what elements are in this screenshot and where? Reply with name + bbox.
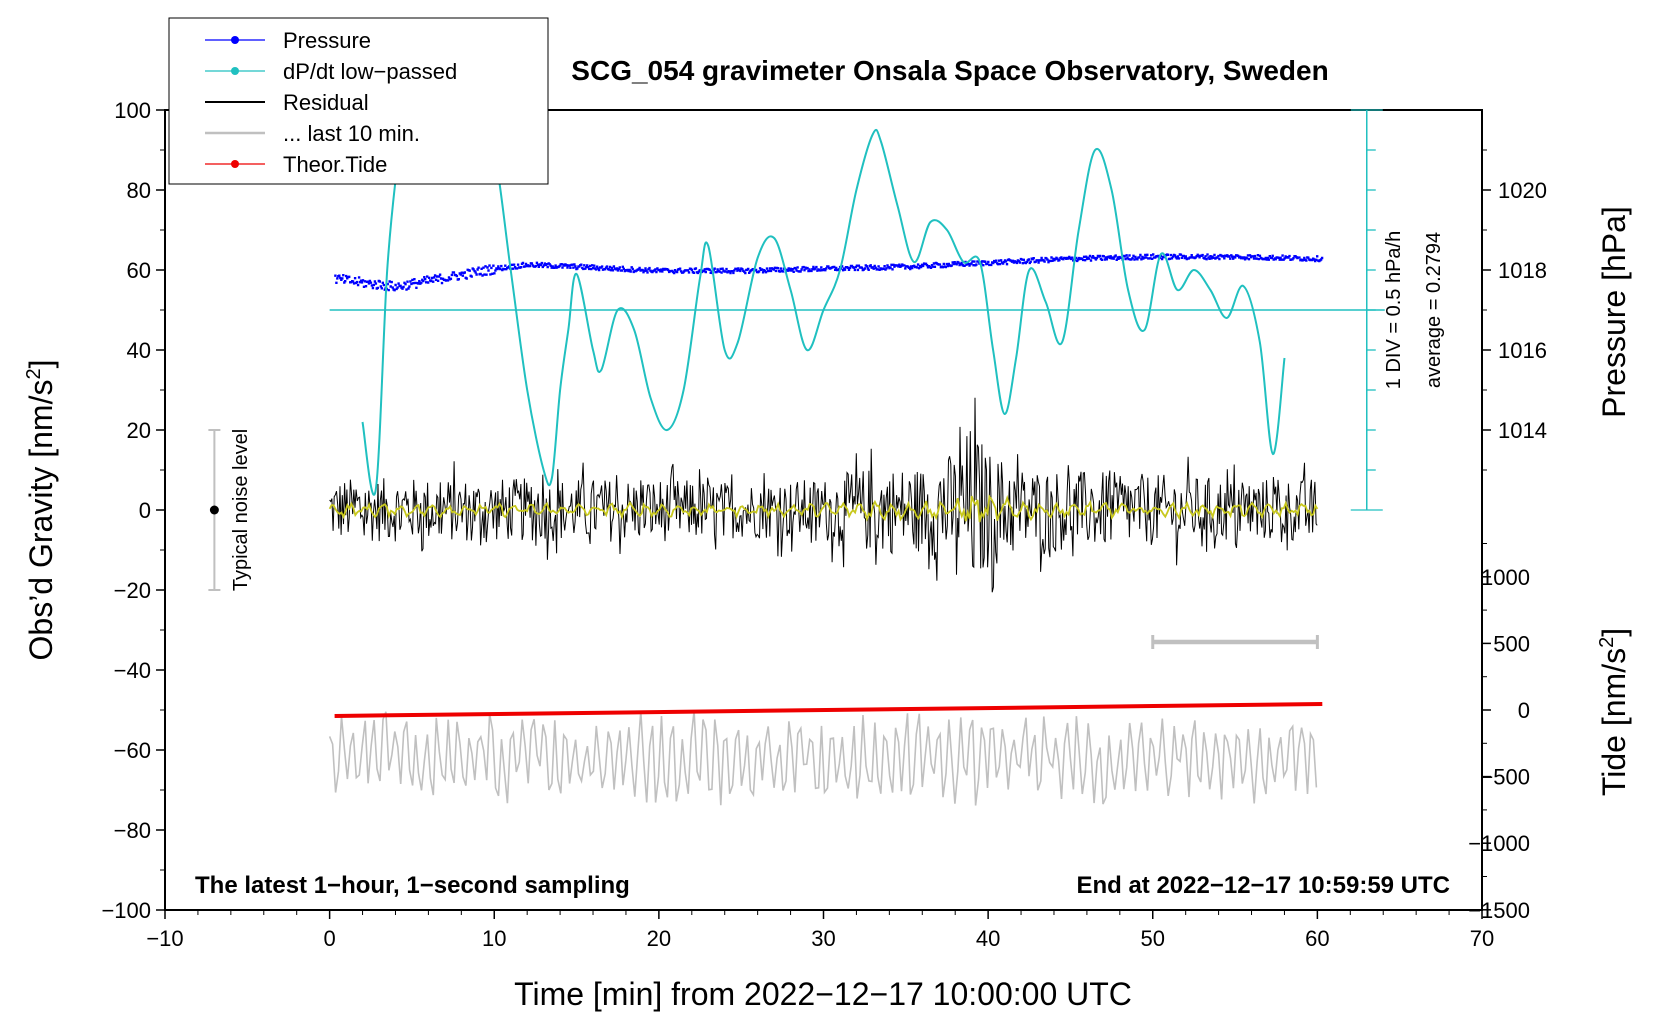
legend: Pressure dP/dt low−passed Residual ... l… <box>168 17 549 185</box>
x-tick-label: 70 <box>1470 926 1494 951</box>
overlay-layer <box>208 109 1385 649</box>
tide-tick-label: −1500 <box>1468 898 1530 923</box>
x-tick-label: 60 <box>1305 926 1329 951</box>
x-tick-label: 10 <box>482 926 506 951</box>
axis-ticks: −10 0 10 20 30 40 50 60 70−100−80−60−40−20020406… <box>101 98 1547 951</box>
y-tick-label: 60 <box>127 258 151 283</box>
y-tick-label: −100 <box>101 898 151 923</box>
x-tick-label: 50 <box>1141 926 1165 951</box>
x-axis-label: Time [min] from 2022−12−17 10:00:00 UTC <box>514 976 1132 1012</box>
legend-pressure-label: Pressure <box>283 28 371 53</box>
y-tick-label: 100 <box>114 98 151 123</box>
tide-tick-label: −500 <box>1480 765 1530 790</box>
legend-tide-label: Theor.Tide <box>283 152 387 177</box>
x-tick-label: 30 <box>811 926 835 951</box>
x-tick-label: −10 <box>146 926 183 951</box>
chart-title: SCG_054 gravimeter Onsala Space Observat… <box>571 55 1328 86</box>
series-layer <box>328 253 1324 806</box>
y-tick-label: −20 <box>114 578 151 603</box>
pressure-tick-label: 1018 <box>1498 258 1547 283</box>
annotation-right: End at 2022−12−17 10:59:59 UTC <box>1076 872 1450 899</box>
pressure-tick-label: 1014 <box>1498 418 1547 443</box>
legend-pressure-marker <box>231 36 239 44</box>
y-tick-label: 20 <box>127 418 151 443</box>
y-axis-label-sup: 2 <box>23 368 45 379</box>
legend-tide-marker <box>231 160 239 168</box>
tide-tick-label: 0 <box>1518 698 1530 723</box>
legend-dpdt-label: dP/dt low−passed <box>283 59 457 84</box>
x-tick-label: 40 <box>976 926 1000 951</box>
pressure-series <box>334 253 1324 292</box>
tide-tick-label: −1000 <box>1468 831 1530 856</box>
tide-tick-label: 1000 <box>1481 565 1530 590</box>
pressure-axis-label: Pressure [hPa] <box>1596 206 1632 418</box>
dpdt-scale-label: 1 DIV = 0.5 hPa/h <box>1383 231 1405 389</box>
pressure-tick-label: 1016 <box>1498 338 1547 363</box>
tide-axis-label: Tide [nm/s2] <box>1596 628 1632 796</box>
dpdt-average-label: average = 0.2794 <box>1423 232 1445 388</box>
pressure-tick-label: 1020 <box>1498 178 1547 203</box>
residual-series <box>329 397 1318 593</box>
y-tick-label: 40 <box>127 338 151 363</box>
tide-series <box>334 702 1323 718</box>
last10-series <box>328 710 1318 806</box>
x-tick-label: 20 <box>647 926 671 951</box>
y-tick-label: −60 <box>114 738 151 763</box>
y-axis-label: Obs’d Gravity [nm/s2] <box>23 360 59 661</box>
y-axis-label-end: ] <box>23 360 59 369</box>
legend-dpdt-marker <box>231 67 239 75</box>
y-tick-label: −80 <box>114 818 151 843</box>
noise-level-label: Typical noise level <box>230 429 252 591</box>
legend-last10-label: ... last 10 min. <box>283 121 420 146</box>
noise-bar-center <box>209 505 219 515</box>
tide-axis-label-sup: 2 <box>1596 637 1618 648</box>
annotation-left: The latest 1−hour, 1−second sampling <box>195 872 630 899</box>
tide-axis-label-main: Tide [nm/s <box>1596 648 1632 796</box>
y-tick-label: 80 <box>127 178 151 203</box>
y-axis-label-main: Obs’d Gravity [nm/s <box>23 380 59 661</box>
y-tick-label: −40 <box>114 658 151 683</box>
y-tick-label: 0 <box>139 498 151 523</box>
legend-residual-label: Residual <box>283 90 369 115</box>
residual-lowpass-series <box>328 494 1319 523</box>
tide-tick-label: 500 <box>1493 631 1530 656</box>
dpdt-series <box>361 110 1286 496</box>
tide-axis-label-end: ] <box>1596 628 1632 637</box>
x-tick-label: 0 <box>324 926 336 951</box>
